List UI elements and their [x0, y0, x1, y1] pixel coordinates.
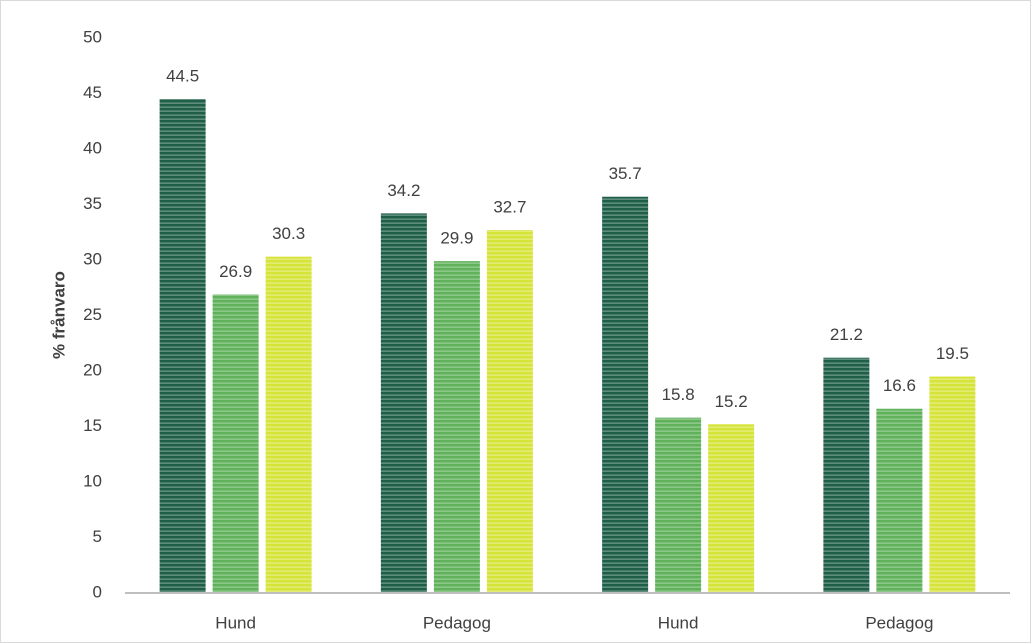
bar: [602, 196, 649, 594]
y-tick-label: 15: [83, 416, 102, 435]
y-tick-label: 40: [83, 138, 102, 157]
data-label: 15.2: [715, 392, 748, 411]
data-label: 16.6: [883, 376, 916, 395]
bar: [655, 417, 702, 593]
y-tick-label: 0: [93, 582, 102, 601]
bar: [876, 408, 923, 593]
data-label: 30.3: [272, 224, 305, 243]
bar: [265, 256, 312, 593]
y-axis-label: % frånvaro: [49, 271, 68, 359]
x-tick-label: Pedagog: [423, 613, 491, 632]
bar: [823, 357, 870, 593]
y-tick-label: 30: [83, 249, 102, 268]
y-tick-label: 45: [83, 83, 102, 102]
y-tick-label: 35: [83, 194, 102, 213]
data-label: 29.9: [440, 229, 473, 248]
bar: [486, 230, 533, 593]
data-label: 19.5: [936, 344, 969, 363]
y-tick-label: 25: [83, 305, 102, 324]
data-label: 34.2: [387, 181, 420, 200]
y-tick-label: 5: [93, 527, 102, 546]
data-label: 32.7: [493, 198, 526, 217]
data-label: 35.7: [609, 164, 642, 183]
bar: [708, 424, 755, 593]
data-label: 44.5: [166, 67, 199, 86]
x-tick-label: Hund: [215, 613, 256, 632]
bar: [212, 294, 259, 593]
data-label: 21.2: [830, 325, 863, 344]
y-tick-label: 50: [83, 27, 102, 46]
bar: [929, 376, 976, 593]
y-tick-label: 20: [83, 360, 102, 379]
x-tick-label: Pedagog: [865, 613, 933, 632]
bar: [380, 213, 427, 593]
data-label: 26.9: [219, 262, 252, 281]
y-tick-label: 10: [83, 471, 102, 490]
bar: [159, 99, 206, 594]
bar: [433, 261, 480, 593]
data-label: 15.8: [662, 385, 695, 404]
x-tick-label: Hund: [658, 613, 699, 632]
